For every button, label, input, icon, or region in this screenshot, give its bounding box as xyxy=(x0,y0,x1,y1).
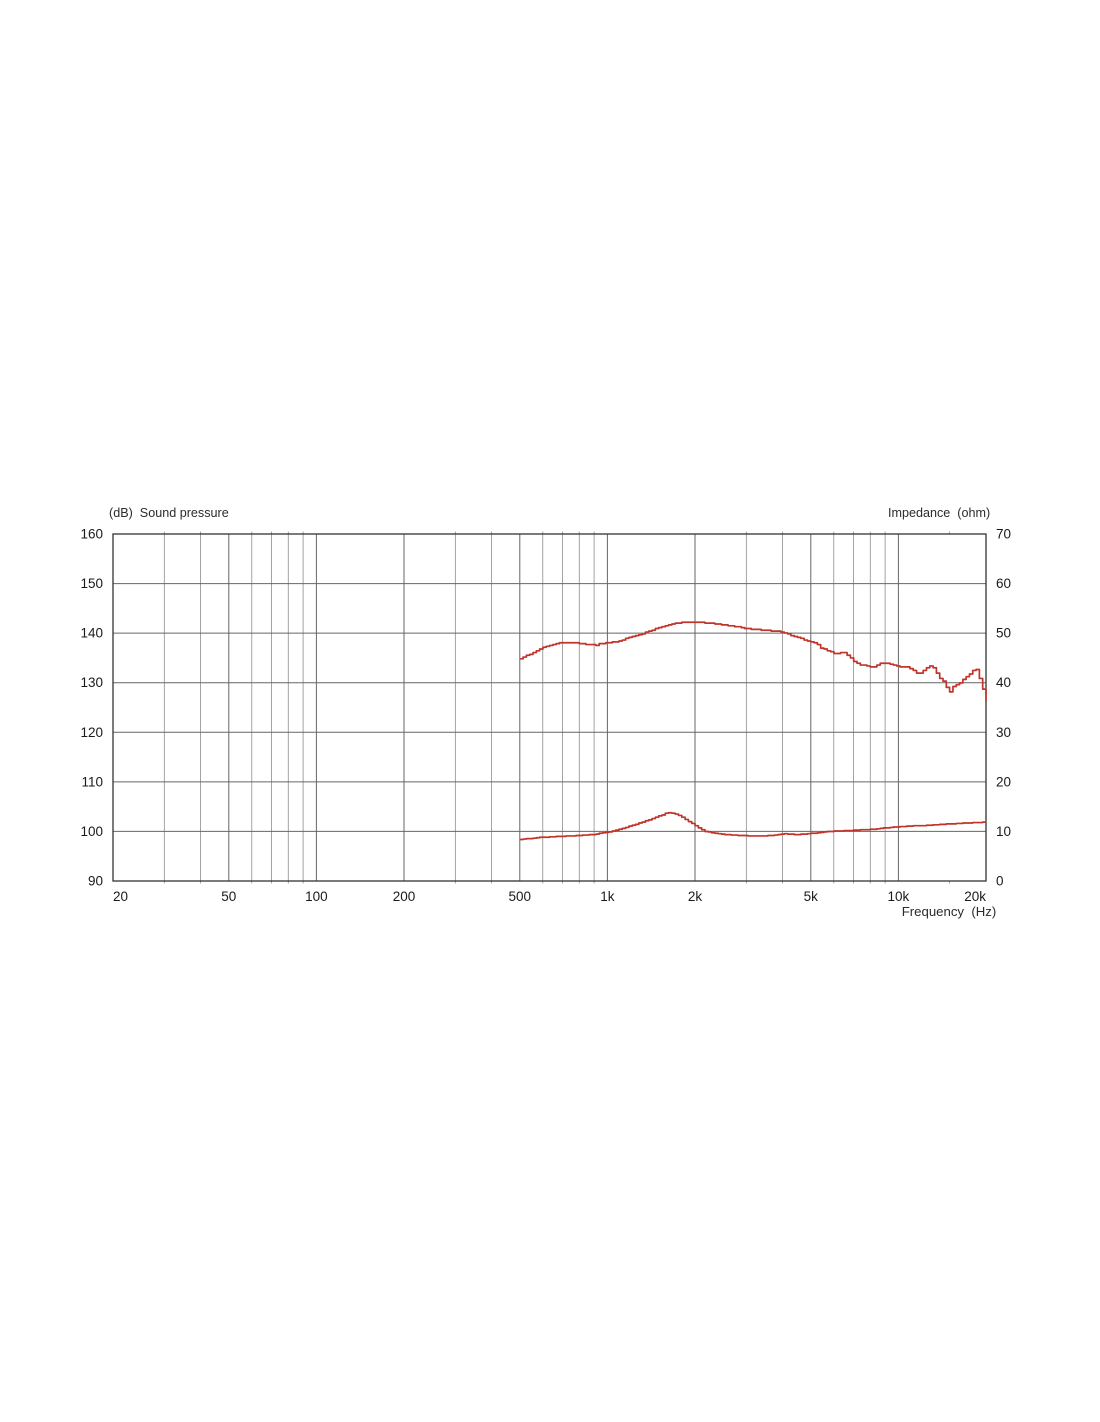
svg-text:20k: 20k xyxy=(964,889,986,904)
svg-text:60: 60 xyxy=(996,576,1011,591)
svg-text:10k: 10k xyxy=(888,889,910,904)
svg-text:140: 140 xyxy=(80,626,103,641)
svg-text:40: 40 xyxy=(996,675,1011,690)
svg-text:Frequency (Hz): Frequency (Hz) xyxy=(902,904,997,919)
svg-text:30: 30 xyxy=(996,725,1011,740)
svg-text:20: 20 xyxy=(996,774,1011,789)
svg-text:500: 500 xyxy=(509,889,532,904)
svg-text:10: 10 xyxy=(996,824,1011,839)
svg-text:0: 0 xyxy=(996,874,1004,889)
svg-text:50: 50 xyxy=(996,626,1011,641)
svg-text:90: 90 xyxy=(88,874,103,889)
svg-text:50: 50 xyxy=(221,889,236,904)
svg-text:5k: 5k xyxy=(804,889,819,904)
svg-text:130: 130 xyxy=(80,675,103,690)
svg-text:100: 100 xyxy=(305,889,328,904)
svg-text:120: 120 xyxy=(80,725,103,740)
svg-text:110: 110 xyxy=(81,774,103,789)
svg-text:70: 70 xyxy=(996,527,1011,542)
svg-text:2k: 2k xyxy=(688,889,703,904)
svg-text:200: 200 xyxy=(393,889,416,904)
svg-text:160: 160 xyxy=(80,527,103,542)
svg-text:20: 20 xyxy=(113,889,128,904)
svg-text:150: 150 xyxy=(80,576,103,591)
svg-text:100: 100 xyxy=(80,824,103,839)
svg-text:1k: 1k xyxy=(600,889,615,904)
